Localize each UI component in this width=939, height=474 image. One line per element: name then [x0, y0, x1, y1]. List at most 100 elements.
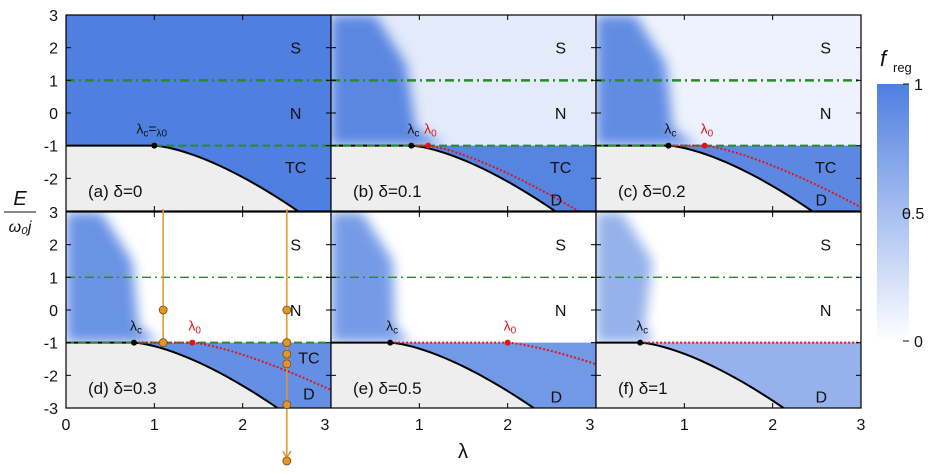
panel-f-label: (f) δ=1: [618, 379, 668, 398]
y-ticklabel--1: -1: [44, 139, 58, 156]
panel-d-arrow-point-1-1: [282, 338, 292, 348]
panel-b-lambda-c-label: λc: [407, 121, 419, 140]
panel-c-region-label-d: D: [815, 193, 827, 210]
y-ticklabel-3: 3: [49, 205, 58, 222]
panel-d-region-label-n: N: [290, 303, 302, 320]
axes-group: 0 1 1 1 2 2 2 3 3 3 3 2 1 0 -1 -2 3 2 1 0 -1 -2 -3: [44, 8, 866, 434]
x-ticklabel-2: 2: [768, 417, 777, 434]
panel-e-region-label-s: S: [555, 238, 566, 255]
panel-c-lambda-c-label: λc: [664, 121, 676, 140]
x-ticklabel-3: 3: [321, 417, 330, 434]
panel-d-lower-region: [134, 342, 331, 408]
panel-f-lambda-c-point: [637, 339, 644, 346]
panel-d-lambda0-label: λ0: [188, 318, 201, 337]
panel-b-lambda0-label: λ0: [424, 121, 437, 140]
panel-a-region-label-s: S: [290, 41, 301, 58]
y-ticklabel-1: 1: [49, 73, 58, 90]
y-axis-label-den: ω₀j: [9, 219, 32, 236]
panel-c-low-lambda-region: [596, 15, 697, 146]
panel-b-region-label-s: S: [555, 41, 566, 58]
panel-c-label: (c) δ=0.2: [618, 182, 686, 201]
panel-e-lambda0-label: λ0: [504, 318, 517, 337]
panel-b-region-label-n: N: [555, 106, 567, 123]
panel-e-boundary-curve: [390, 341, 536, 408]
panel-d-label: (d) δ=0.3: [88, 379, 157, 398]
colorbar-ticklabel-0: 0: [914, 334, 923, 351]
colorbar-label: f: [880, 46, 889, 71]
panel-c-region-label-tc: TC: [815, 160, 836, 177]
x-ticklabel-3: 3: [857, 417, 866, 434]
panel-d-arrow-point-1-0: [282, 305, 292, 315]
panel-d-region-label-tc: TC: [298, 350, 319, 367]
panel-a-lambda-c-point: [151, 142, 158, 149]
y-ticklabel-1: 1: [49, 270, 58, 287]
panel-e-region-label-n: N: [555, 303, 567, 320]
panel-e-lambda0-point: [504, 339, 511, 346]
panel-d-excluded-region: [66, 342, 278, 408]
panel-f-lower-region: [640, 342, 861, 408]
panel-c-plot-area: [596, 15, 861, 211]
panel-c-lambda-c-point: [665, 142, 672, 149]
panel-b-lambda-c-point: [408, 142, 415, 149]
panel-d-region-label-s: S: [290, 238, 301, 255]
panel-a-boundary-curve: [154, 144, 300, 211]
panel-f-region-label-d: D: [815, 390, 827, 407]
panel-a-label: (a) δ=0: [88, 182, 142, 201]
colorbar-ticklabel-1: 1: [914, 77, 923, 94]
panel-f-boundary-curve: [640, 341, 786, 408]
colorbar-label-sub: reg: [893, 60, 912, 75]
x-ticklabel-0: 0: [62, 417, 71, 434]
panel-a: λc=λ0 S N TC (a) δ=0: [65, 14, 332, 212]
y-ticklabel-2: 2: [49, 238, 58, 255]
panel-c-region-label-s: S: [820, 41, 831, 58]
panel-e-red-curve: [507, 341, 596, 366]
panel-d-arrow-point-1-4: [282, 400, 292, 410]
panel-d-lambda-c-point: [131, 339, 138, 346]
x-ticklabel-2: 2: [503, 417, 512, 434]
panel-f-region-label-n: N: [820, 303, 832, 320]
panel-b-plot-area: [331, 15, 596, 211]
panel-b-red-curve: [428, 144, 581, 211]
panel-d-lambda0-point: [189, 339, 196, 346]
panel-e-lambda-c-label: λc: [386, 318, 398, 337]
panel-f-lambda-c-label: λc: [636, 318, 648, 337]
panel-a-region-label-n: N: [290, 106, 302, 123]
panel-b-label: (b) δ=0.1: [353, 182, 422, 201]
x-ticklabel-1: 1: [680, 417, 689, 434]
y-axis-label: E ω₀j: [4, 188, 36, 236]
panel-a-lower-region: [154, 145, 331, 211]
x-axis-label: λ: [458, 441, 468, 463]
panel-c-lambda0-label: λ0: [701, 121, 714, 140]
y-ticklabel--2: -2: [44, 368, 58, 385]
panel-f: λc S N D (f) δ=1: [595, 211, 862, 409]
panel-d-arrow-point-1-3: [282, 359, 292, 369]
panel-b-region-label-tc: TC: [550, 160, 571, 177]
panel-b-region-label-d: D: [550, 193, 562, 210]
panel-f-excluded-region: [596, 342, 784, 408]
panel-a-excluded-region: [66, 145, 298, 211]
panel-e-plot-area: [331, 212, 596, 408]
y-ticklabel-3: 3: [49, 8, 58, 25]
panel-c: λ0 λc S N TC D (c) δ=0.2: [595, 14, 862, 212]
panel-b: λ0 λc S N TC D (b) δ=0.1: [330, 14, 597, 212]
panel-e: λ0 λc S N D (e) δ=0.5: [330, 211, 597, 409]
panel-a-lambda-c-label: λc=λ0: [136, 121, 167, 140]
panel-a-plot-area: [66, 15, 331, 211]
x-ticklabel-1: 1: [415, 417, 424, 434]
y-ticklabel-2: 2: [49, 41, 58, 58]
panel-b-low-lambda-region: [331, 15, 445, 146]
panel-e-region-label-d: D: [550, 390, 562, 407]
panel-c-boundary-curve: [668, 144, 814, 211]
panel-d-boundary-curve: [133, 341, 280, 408]
panel-e-lambda-c-point: [387, 339, 394, 346]
panel-e-label: (e) δ=0.5: [353, 379, 422, 398]
panel-d: λ0 λc S N TC D (d) δ=0.3: [65, 211, 332, 409]
colorbar: 1 0.5 0 f reg: [877, 46, 924, 351]
panel-e-lower-region: [390, 342, 596, 408]
panel-a-region-label-tc: TC: [285, 160, 306, 177]
panel-b-lambda0-point: [425, 142, 432, 149]
y-ticklabel--3: -3: [44, 401, 58, 418]
panel-e-excluded-region: [331, 342, 534, 408]
